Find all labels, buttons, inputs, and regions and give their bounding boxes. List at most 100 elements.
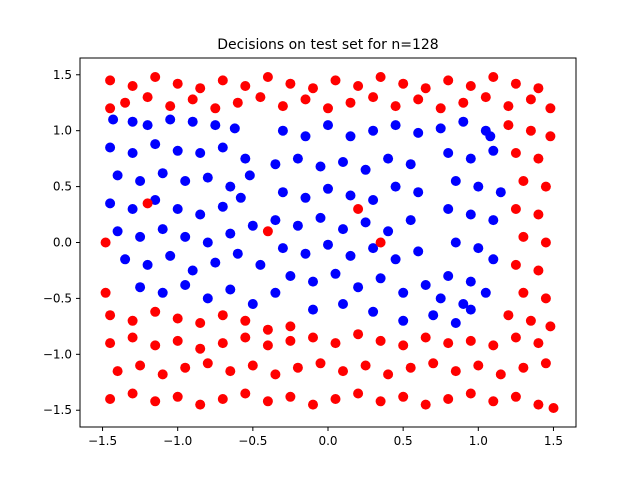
blue-point	[225, 228, 236, 239]
blue-point	[210, 120, 221, 131]
blue-point	[345, 250, 356, 261]
red-point	[330, 338, 341, 349]
red-point	[518, 231, 529, 242]
blue-point	[465, 153, 476, 164]
red-point	[465, 81, 476, 91]
blue-point	[345, 190, 356, 201]
blue-point	[420, 280, 431, 290]
blue-point	[202, 293, 213, 304]
blue-point	[225, 284, 236, 295]
red-point	[247, 360, 258, 371]
red-point	[330, 394, 341, 404]
blue-point	[323, 183, 333, 194]
blue-point	[105, 198, 116, 209]
red-point	[240, 81, 251, 91]
blue-point	[450, 176, 461, 186]
blue-point	[458, 299, 469, 309]
red-point	[100, 287, 111, 298]
red-point	[240, 315, 251, 326]
blue-point	[270, 159, 281, 170]
blue-point	[105, 142, 116, 153]
blue-point	[413, 187, 424, 198]
blue-point	[338, 224, 348, 235]
blue-point	[345, 131, 356, 142]
blue-point	[187, 265, 198, 276]
red-point	[420, 332, 431, 343]
blue-point	[229, 123, 240, 134]
blue-point	[217, 201, 228, 212]
blue-point	[485, 131, 496, 142]
red-point	[240, 388, 251, 399]
blue-point	[277, 187, 288, 198]
red-point	[172, 391, 183, 402]
red-point	[465, 388, 476, 399]
red-point	[150, 396, 161, 407]
blue-point	[292, 220, 303, 231]
red-point	[323, 103, 333, 114]
blue-point	[308, 276, 318, 287]
blue-point	[360, 217, 371, 228]
blue-point	[450, 237, 461, 248]
red-point	[368, 92, 379, 103]
red-point	[510, 259, 521, 270]
red-point	[545, 131, 556, 142]
red-point	[195, 318, 206, 328]
red-point	[338, 366, 348, 377]
blue-point	[495, 187, 506, 198]
blue-point	[127, 148, 138, 158]
red-point	[503, 101, 514, 112]
red-point	[488, 396, 499, 407]
red-point	[458, 97, 469, 108]
red-point	[127, 332, 138, 343]
red-point	[105, 310, 116, 321]
red-point	[135, 360, 146, 371]
blue-point	[443, 204, 454, 214]
red-point	[262, 226, 273, 237]
blue-point	[300, 192, 311, 203]
blue-point	[398, 315, 409, 326]
blue-point	[150, 195, 161, 205]
red-point	[353, 81, 364, 91]
red-point	[443, 338, 454, 349]
red-point	[142, 92, 153, 103]
blue-point	[405, 159, 416, 170]
blue-point	[465, 209, 476, 220]
red-point	[518, 287, 529, 298]
red-point	[503, 310, 514, 321]
blue-point	[255, 259, 266, 270]
blue-point	[435, 123, 446, 134]
blue-point	[157, 287, 168, 298]
red-point	[345, 97, 356, 108]
blue-point	[247, 220, 258, 231]
blue-point	[353, 282, 364, 293]
blue-point	[473, 181, 484, 192]
red-point	[510, 148, 521, 158]
red-point	[262, 72, 273, 82]
blue-point	[323, 239, 333, 250]
red-point	[390, 101, 401, 112]
blue-point	[172, 145, 183, 156]
red-point	[262, 324, 273, 335]
red-point	[105, 394, 116, 404]
red-point	[533, 209, 544, 220]
blue-point	[142, 259, 153, 270]
red-point	[225, 366, 236, 377]
y-tick-label: 1.0	[53, 124, 72, 138]
red-point	[420, 399, 431, 410]
red-point	[545, 321, 556, 332]
red-point	[105, 103, 116, 114]
blue-point	[488, 254, 499, 265]
red-point	[533, 265, 544, 276]
blue-point	[210, 257, 221, 268]
blue-point	[247, 299, 258, 309]
red-point	[533, 153, 544, 164]
blue-point	[112, 226, 123, 237]
blue-point	[360, 164, 371, 175]
blue-point	[383, 153, 394, 164]
blue-point	[277, 125, 288, 136]
red-point	[285, 78, 296, 89]
blue-point	[135, 282, 146, 293]
red-point	[533, 399, 544, 410]
chart-title: Decisions on test set for n=128	[217, 37, 438, 53]
